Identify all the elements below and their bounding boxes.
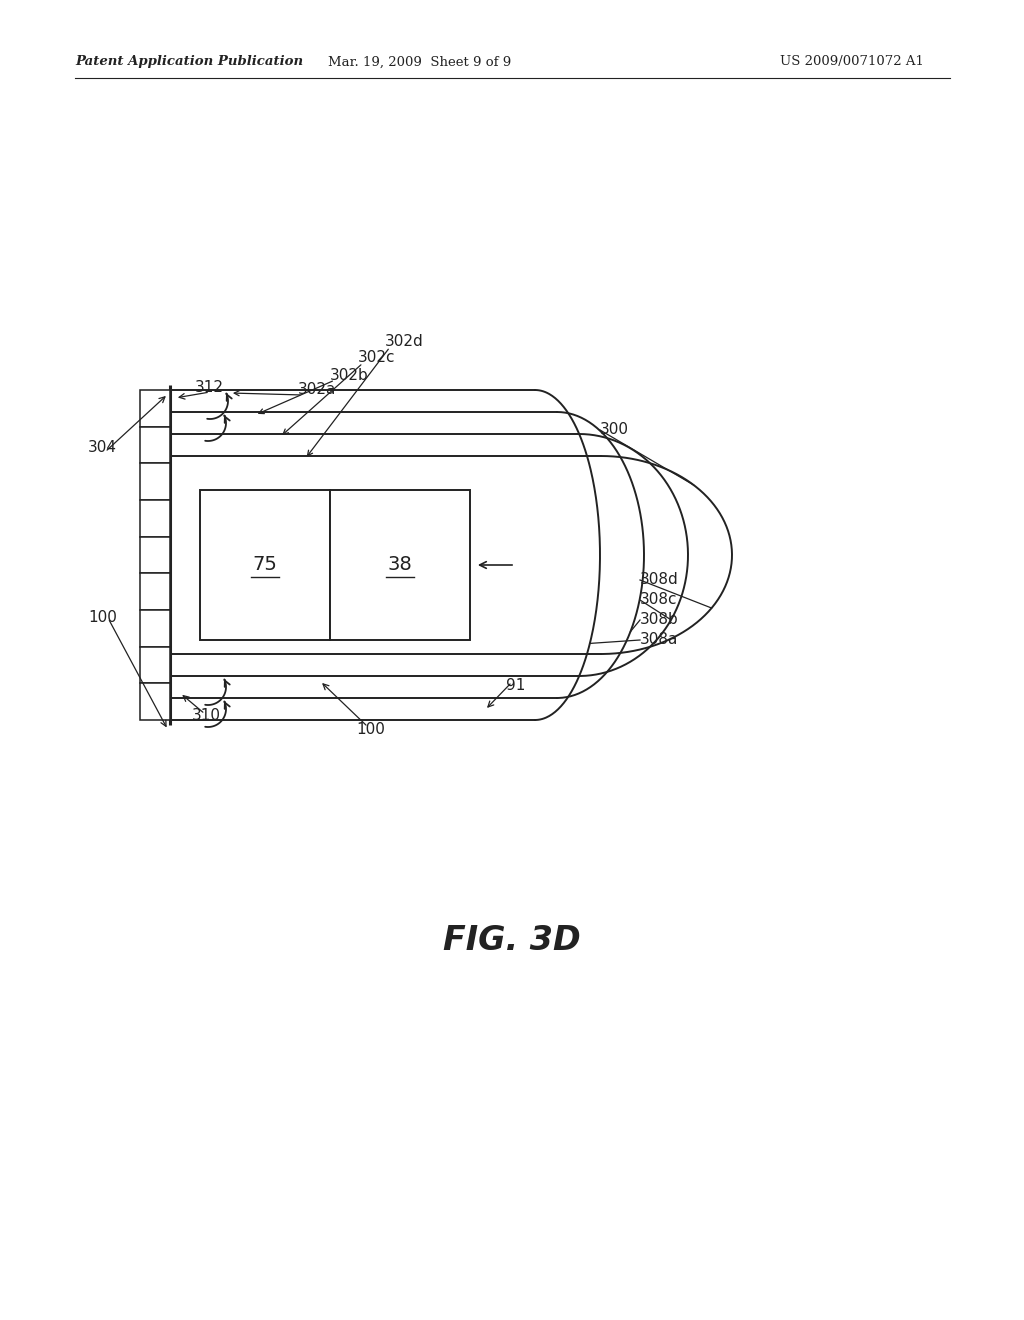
Bar	[140, 426, 170, 463]
Bar	[140, 389, 170, 426]
Text: 100: 100	[88, 610, 117, 626]
Text: 308c: 308c	[640, 593, 678, 607]
Bar	[140, 573, 170, 610]
Bar	[140, 463, 170, 500]
Text: 308d: 308d	[640, 573, 679, 587]
Bar	[140, 537, 170, 573]
Text: 302a: 302a	[298, 383, 336, 397]
Text: 91: 91	[506, 677, 525, 693]
Text: 100: 100	[356, 722, 385, 738]
Text: Patent Application Publication: Patent Application Publication	[75, 55, 303, 69]
Bar	[140, 647, 170, 684]
Text: 308a: 308a	[640, 632, 678, 648]
Text: 312: 312	[195, 380, 224, 395]
Text: 38: 38	[388, 556, 413, 574]
Bar	[200, 490, 330, 640]
Bar	[140, 500, 170, 537]
Text: 302d: 302d	[385, 334, 424, 350]
Bar	[140, 684, 170, 719]
Bar	[330, 490, 470, 640]
Text: Mar. 19, 2009  Sheet 9 of 9: Mar. 19, 2009 Sheet 9 of 9	[329, 55, 512, 69]
Text: 75: 75	[253, 556, 278, 574]
Text: FIG. 3D: FIG. 3D	[443, 924, 581, 957]
Text: 302b: 302b	[330, 367, 369, 383]
Text: 302c: 302c	[358, 351, 395, 366]
Text: 310: 310	[193, 709, 221, 723]
Text: 300: 300	[600, 422, 629, 437]
Text: 304: 304	[88, 441, 117, 455]
Bar	[140, 610, 170, 647]
Text: 308b: 308b	[640, 612, 679, 627]
Text: US 2009/0071072 A1: US 2009/0071072 A1	[780, 55, 924, 69]
